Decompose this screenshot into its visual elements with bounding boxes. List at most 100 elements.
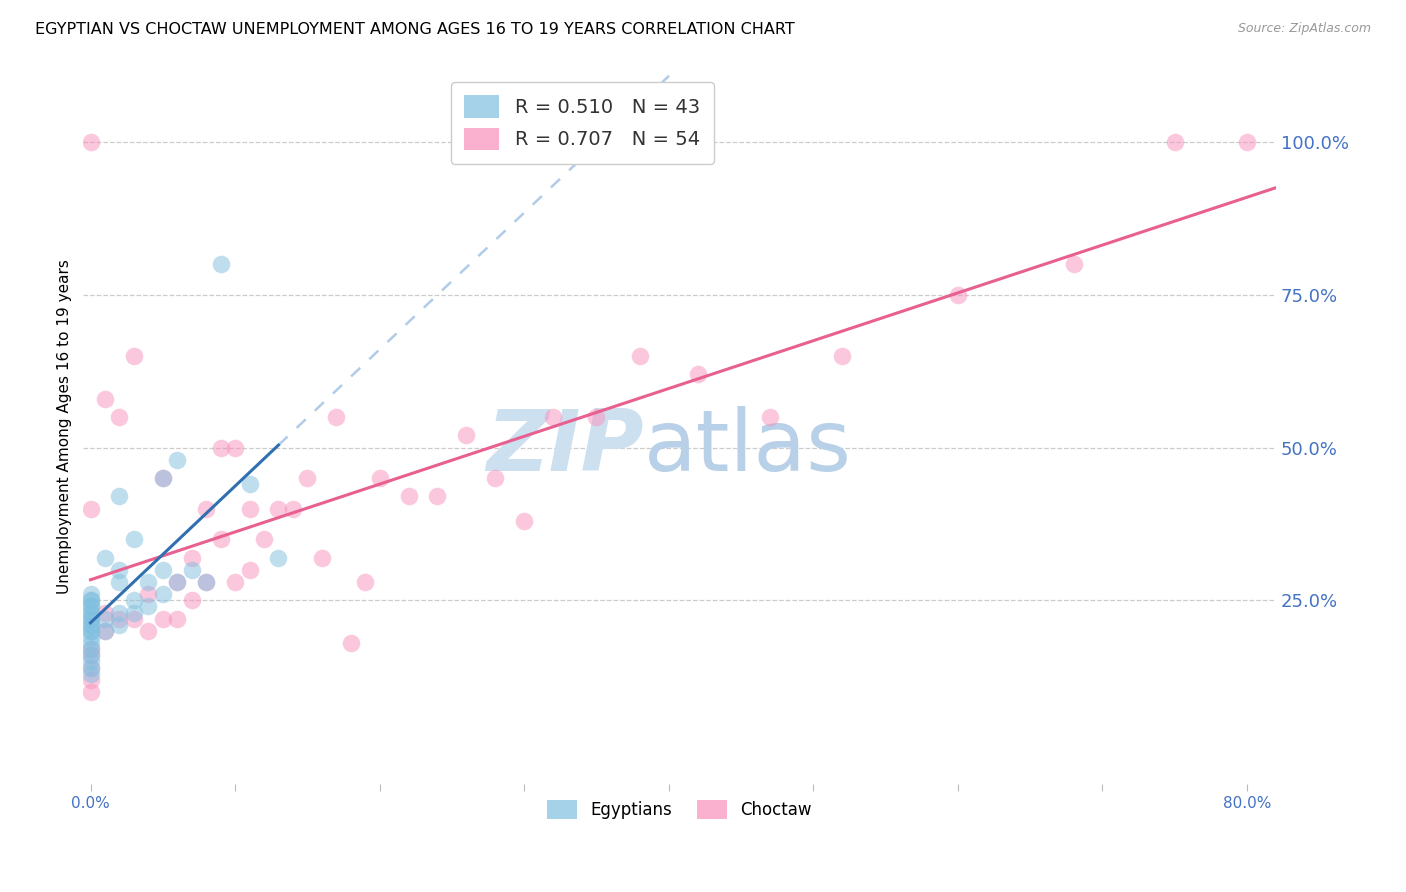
Point xyxy=(166,612,188,626)
Point xyxy=(209,257,232,271)
Point xyxy=(79,624,101,638)
Point xyxy=(1063,257,1085,271)
Point xyxy=(759,409,782,424)
Point xyxy=(79,624,101,638)
Point xyxy=(152,587,174,601)
Point xyxy=(122,593,145,607)
Point xyxy=(122,349,145,363)
Point xyxy=(1164,135,1187,149)
Point xyxy=(79,642,101,657)
Point xyxy=(166,574,188,589)
Point xyxy=(79,660,101,674)
Point xyxy=(195,574,218,589)
Point xyxy=(628,349,651,363)
Point xyxy=(94,392,117,406)
Point xyxy=(79,617,101,632)
Point xyxy=(138,574,160,589)
Point xyxy=(238,477,260,491)
Point xyxy=(108,617,131,632)
Point xyxy=(541,409,564,424)
Point xyxy=(297,471,319,485)
Point xyxy=(456,428,478,442)
Point xyxy=(152,471,174,485)
Point xyxy=(281,501,304,516)
Legend: Egyptians, Choctaw: Egyptians, Choctaw xyxy=(540,793,818,825)
Point xyxy=(79,636,101,650)
Point xyxy=(79,673,101,687)
Text: atlas: atlas xyxy=(644,406,852,489)
Point xyxy=(180,593,202,607)
Point xyxy=(209,441,232,455)
Point xyxy=(311,550,333,565)
Point xyxy=(224,441,246,455)
Point xyxy=(686,367,709,381)
Text: Source: ZipAtlas.com: Source: ZipAtlas.com xyxy=(1237,22,1371,36)
Point xyxy=(325,409,347,424)
Point xyxy=(585,409,607,424)
Point xyxy=(152,471,174,485)
Point xyxy=(108,574,131,589)
Point xyxy=(79,501,101,516)
Point xyxy=(79,593,101,607)
Point xyxy=(426,490,449,504)
Point xyxy=(368,471,391,485)
Point xyxy=(152,563,174,577)
Point xyxy=(195,574,218,589)
Point xyxy=(79,599,101,614)
Point xyxy=(238,501,260,516)
Point xyxy=(79,648,101,663)
Point xyxy=(79,655,101,669)
Point xyxy=(94,624,117,638)
Point xyxy=(253,533,276,547)
Point xyxy=(79,587,101,601)
Point xyxy=(122,612,145,626)
Point xyxy=(79,642,101,657)
Point xyxy=(94,624,117,638)
Point xyxy=(831,349,853,363)
Point xyxy=(79,612,101,626)
Point xyxy=(946,287,969,301)
Point xyxy=(79,612,101,626)
Point xyxy=(180,563,202,577)
Point xyxy=(354,574,377,589)
Point xyxy=(79,599,101,614)
Point xyxy=(79,617,101,632)
Point xyxy=(398,490,420,504)
Point xyxy=(339,636,361,650)
Point xyxy=(513,514,536,528)
Point xyxy=(108,606,131,620)
Point xyxy=(1236,135,1258,149)
Point xyxy=(224,574,246,589)
Point xyxy=(138,599,160,614)
Point xyxy=(79,630,101,644)
Point xyxy=(79,685,101,699)
Text: EGYPTIAN VS CHOCTAW UNEMPLOYMENT AMONG AGES 16 TO 19 YEARS CORRELATION CHART: EGYPTIAN VS CHOCTAW UNEMPLOYMENT AMONG A… xyxy=(35,22,794,37)
Point xyxy=(209,533,232,547)
Point xyxy=(79,648,101,663)
Y-axis label: Unemployment Among Ages 16 to 19 years: Unemployment Among Ages 16 to 19 years xyxy=(58,259,72,593)
Point xyxy=(195,501,218,516)
Point xyxy=(267,550,290,565)
Point xyxy=(108,490,131,504)
Point xyxy=(122,533,145,547)
Point xyxy=(79,593,101,607)
Point xyxy=(267,501,290,516)
Point xyxy=(108,409,131,424)
Point xyxy=(138,587,160,601)
Point xyxy=(94,606,117,620)
Point xyxy=(122,606,145,620)
Point xyxy=(94,550,117,565)
Point xyxy=(152,612,174,626)
Point xyxy=(79,606,101,620)
Text: ZIP: ZIP xyxy=(486,406,644,489)
Point xyxy=(108,612,131,626)
Point xyxy=(166,574,188,589)
Point xyxy=(108,563,131,577)
Point xyxy=(79,660,101,674)
Point xyxy=(79,666,101,681)
Point xyxy=(180,550,202,565)
Point xyxy=(166,452,188,467)
Point xyxy=(94,612,117,626)
Point xyxy=(238,563,260,577)
Point xyxy=(79,606,101,620)
